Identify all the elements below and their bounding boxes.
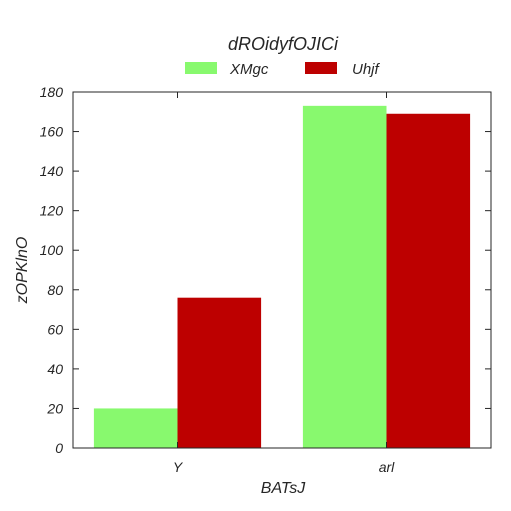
- y-axis-label: zOPKlnO: [14, 237, 31, 305]
- y-tick-label-20: 20: [46, 400, 63, 416]
- bar-xmgc-y: [93, 408, 178, 448]
- legend-label-uhjf: Uhjf: [352, 61, 381, 78]
- y-tick-label-160: 160: [40, 124, 64, 140]
- y-tick-label-180: 180: [40, 84, 64, 100]
- chart-title: dROidyfOJICi: [228, 34, 339, 54]
- x-axis-label: BATsJ: [261, 480, 306, 497]
- x-tick-label-y: Y: [173, 459, 184, 475]
- y-tick-label-60: 60: [47, 321, 63, 337]
- y-tick-label-100: 100: [40, 242, 64, 258]
- y-tick-label-140: 140: [40, 163, 64, 179]
- legend: XMgc Uhjf: [185, 61, 381, 78]
- y-tick-label-40: 40: [47, 361, 63, 377]
- x-tick-label-arl: arl: [379, 459, 395, 475]
- y-axis-ticks: 0 20 40 60 80 100 120 140 160 180: [40, 84, 491, 456]
- legend-swatch-uhjf: [305, 62, 337, 74]
- legend-swatch-xmgc: [185, 62, 217, 74]
- bar-uhjf-arl: [386, 113, 471, 448]
- bar-xmgc-arl: [302, 105, 387, 448]
- plot-frame: [72, 91, 492, 449]
- legend-label-xmgc: XMgc: [229, 61, 269, 78]
- bar-uhjf-y: [177, 297, 262, 448]
- y-tick-label-0: 0: [55, 440, 63, 456]
- bars: [93, 105, 471, 448]
- y-tick-label-80: 80: [47, 282, 63, 298]
- y-tick-label-120: 120: [40, 203, 64, 219]
